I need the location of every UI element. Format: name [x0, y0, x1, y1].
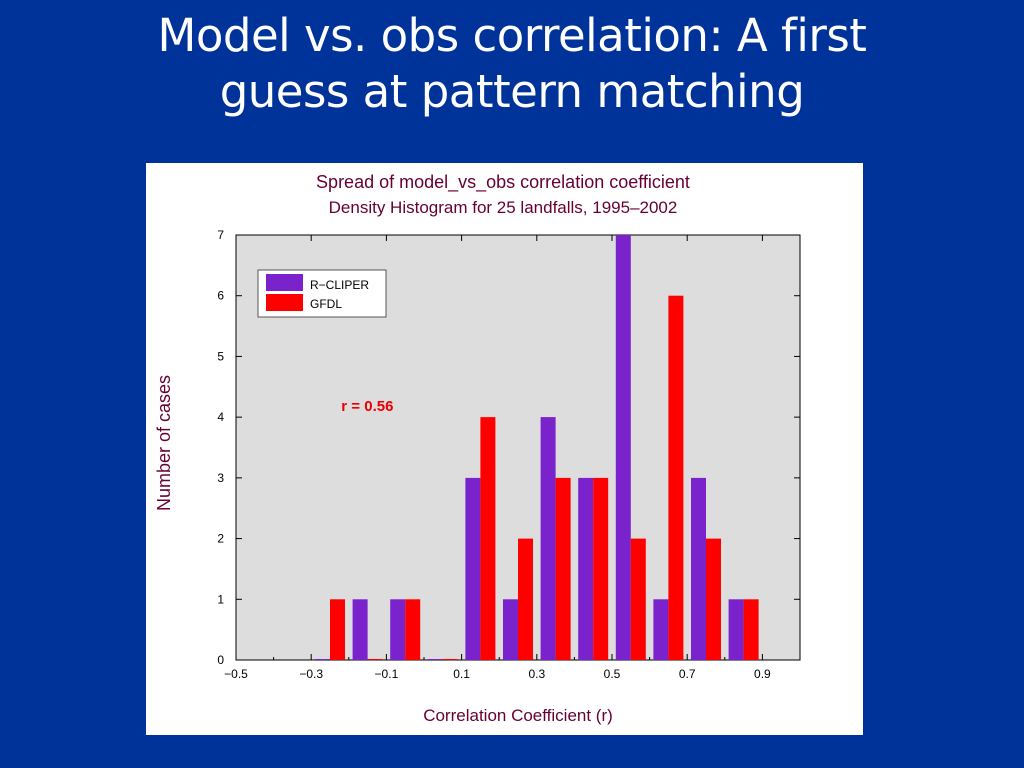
y-tick-label-0: 0 — [217, 653, 224, 667]
bar-rcliper-1 — [352, 599, 368, 660]
bar-rcliper-8 — [615, 235, 631, 660]
slide-title: Model vs. obs correlation: A first guess… — [0, 8, 1024, 120]
x-tick-label-3: 0.1 — [453, 667, 470, 681]
bar-gfdl-11 — [743, 599, 759, 660]
bar-gfdl-2 — [405, 599, 421, 660]
bar-rcliper-6 — [540, 417, 556, 660]
bar-rcliper-10 — [691, 477, 706, 660]
bar-rcliper-3 — [427, 659, 443, 660]
y-tick-label-2: 2 — [217, 532, 224, 546]
y-axis-label: Number of cases — [154, 375, 174, 511]
bar-gfdl-9 — [668, 295, 684, 660]
y-tick-label-4: 4 — [217, 410, 224, 424]
bar-gfdl-7 — [593, 477, 609, 660]
bar-gfdl-6 — [555, 477, 571, 660]
bar-gfdl-0 — [330, 599, 345, 660]
bar-rcliper-2 — [390, 599, 406, 660]
bar-gfdl-5 — [518, 538, 533, 660]
legend-label-rcliper: R−CLIPER — [310, 278, 369, 292]
x-tick-label-2: −0.1 — [375, 667, 399, 681]
correlation-annotation: r = 0.56 — [341, 398, 393, 415]
bar-gfdl-8 — [630, 538, 646, 660]
bar-rcliper-11 — [728, 599, 744, 660]
bar-rcliper-7 — [578, 477, 594, 660]
y-tick-label-5: 5 — [217, 349, 224, 363]
legend-swatch-rcliper — [266, 274, 303, 291]
bar-gfdl-1 — [367, 659, 383, 660]
slide-title-line-2: guess at pattern matching — [219, 65, 805, 118]
x-tick-label-5: 0.5 — [604, 667, 621, 681]
bar-rcliper-4 — [465, 477, 481, 660]
bar-rcliper-0 — [315, 659, 330, 660]
histogram-chart: Spread of model_vs_obs correlation coeff… — [154, 172, 801, 725]
y-tick-label-1: 1 — [217, 592, 224, 606]
legend-swatch-gfdl — [266, 294, 303, 311]
x-tick-label-4: 0.3 — [528, 667, 545, 681]
bars-layer — [315, 235, 759, 660]
x-tick-label-6: 0.7 — [679, 667, 696, 681]
bar-rcliper-9 — [653, 599, 669, 660]
histogram-figure: Spread of model_vs_obs correlation coeff… — [146, 163, 863, 735]
x-tick-label-0: −0.5 — [224, 667, 248, 681]
ticks-layer: −0.5 −0.3 −0.1 0.1 0.3 0.5 0.7 0.9 0 1 2 3 4 5 6 7 — [217, 228, 800, 681]
x-axis-label: Correlation Coefficient (r) — [423, 706, 613, 725]
bar-rcliper-5 — [503, 599, 518, 660]
x-tick-label-1: −0.3 — [299, 667, 323, 681]
bar-gfdl-4 — [480, 417, 496, 660]
y-tick-label-3: 3 — [217, 471, 224, 485]
chart-title: Spread of model_vs_obs correlation coeff… — [316, 172, 690, 193]
bar-gfdl-10 — [706, 538, 721, 660]
legend-label-gfdl: GFDL — [310, 297, 342, 311]
y-tick-label-6: 6 — [217, 289, 224, 303]
x-tick-label-7: 0.9 — [754, 667, 771, 681]
legend: R−CLIPER GFDL — [257, 269, 387, 318]
bar-gfdl-3 — [442, 659, 458, 660]
slide-title-line-1: Model vs. obs correlation: A first — [157, 9, 867, 62]
chart-subtitle: Density Histogram for 25 landfalls, 1995… — [329, 198, 678, 217]
y-tick-label-7: 7 — [217, 228, 224, 242]
